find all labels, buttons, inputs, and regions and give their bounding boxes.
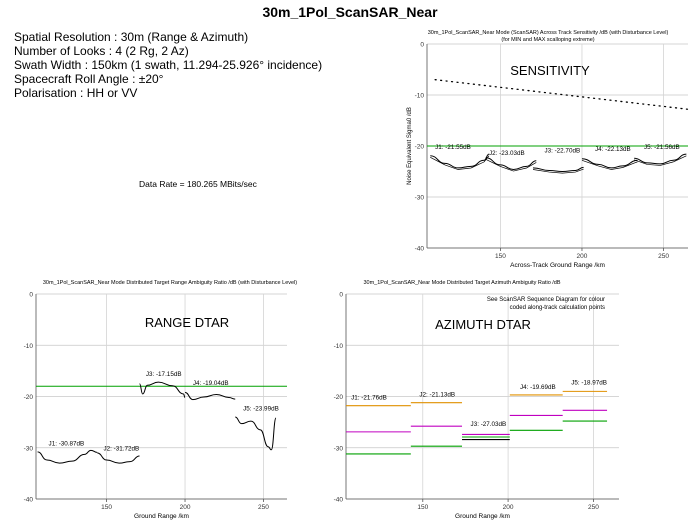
x-axis-label: Ground Range /km [134,513,189,520]
curve-swath-min-4 [581,160,638,170]
chart-note: coded along-track calculation points [510,305,605,311]
curve-swath-4 [184,391,236,401]
x-tick-label: 200 [180,504,191,511]
swath-label: J2: -21.13dB [419,392,455,399]
curve-swath-3 [533,166,584,173]
curve-swath-min-1 [430,155,490,170]
data-rate: Data Rate = 180.265 MBits/sec [139,179,257,189]
swath-label: J1: -21.55dB [435,144,471,151]
curve-swath-2 [485,157,537,170]
curve-swath-1 [37,449,98,464]
y-axis-label: Noise Equivalent Sigma0 /dB [407,107,413,185]
swath-label: J5: -21.56dB [644,144,680,151]
chart-heading: AZIMUTH DTAR [435,317,531,332]
x-tick-label: 200 [577,253,588,260]
noise-level-line [434,79,689,110]
swath-label: J1: -21.76dB [351,395,387,402]
swath-label: J4: -19.04dB [193,380,229,387]
y-tick-label: -20 [24,394,34,401]
y-tick-label: -10 [24,343,34,350]
x-tick-label: 250 [588,504,599,511]
x-tick-label: 150 [101,504,112,511]
param-spatial-resolution: Spatial Resolution : 30m (Range & Azimut… [14,30,249,44]
chart-heading: RANGE DTAR [145,315,229,330]
param-polarisation: Polarisation : HH or VV [14,86,138,100]
curve-swath-1 [430,153,490,169]
x-tick-label: 250 [258,504,269,511]
x-tick-label: 200 [503,504,514,511]
curve-swath-min-3 [532,168,584,174]
chart-note: See ScanSAR Sequence Diagram for colour [487,297,605,303]
y-tick-label: 0 [29,292,33,299]
swath-label: J2: -23.03dB [489,150,525,157]
chart-title: 30m_1Pol_ScanSAR_Near Mode Distributed T… [363,280,560,286]
y-tick-label: -10 [415,93,425,100]
y-tick-label: 0 [420,42,424,49]
y-tick-label: -20 [334,394,344,401]
x-tick-label: 150 [495,253,506,260]
curve-swath-min-5 [634,155,687,166]
swath-label: J5: -23.99dB [243,405,279,412]
param-swath-width: Swath Width : 150km (1 swath, 11.294-25.… [14,58,323,72]
y-tick-label: -40 [415,246,425,253]
curve-swath-2 [97,452,140,464]
swath-label: J3: -17.15dB [146,371,182,378]
chart-heading: SENSITIVITY [510,63,590,78]
y-tick-label: -40 [24,497,34,504]
curve-swath-5 [634,153,687,165]
chart-title: 30m_1Pol_ScanSAR_Near Mode (ScanSAR) Acr… [428,30,669,36]
param-number-of-looks: Number of Looks : 4 (2 Rg, 2 Az) [14,44,189,58]
x-axis-label: Across-Track Ground Range /km [510,262,605,269]
y-tick-label: -30 [415,195,425,202]
page-title: 30m_1Pol_ScanSAR_Near [262,4,438,20]
y-tick-label: -30 [334,445,344,452]
swath-label: J3: -22.70dB [544,148,580,155]
x-axis-label: Ground Range /km [455,513,510,520]
chart-range-dtar: 0 -10 -20 -30 -40 150 200 250 30m_1Pol_ScanSAR_N… [24,280,298,520]
y-tick-label: -20 [415,144,425,151]
mode-parameters: Spatial Resolution : 30m (Range & Azimut… [14,30,322,100]
y-tick-label: -10 [334,343,344,350]
x-tick-label: 150 [417,504,428,511]
y-tick-label: -40 [334,497,344,504]
chart-title: 30m_1Pol_ScanSAR_Near Mode Distributed T… [43,280,297,286]
swath-label: J3: -27.03dB [471,421,507,428]
curve-swath-5 [235,416,277,451]
swath-label: J1: -30.87dB [49,441,85,448]
x-tick-label: 250 [658,253,669,260]
swath-label: J2: -31.72dB [103,445,139,452]
curve-swath-4 [581,158,638,169]
swath-label: J4: -22.13dB [595,146,631,153]
param-roll-angle: Spacecraft Roll Angle : ±20° [14,72,164,86]
swath-label: J5: -18.97dB [571,380,607,387]
y-tick-label: 0 [339,292,343,299]
chart-azimuth-dtar: 0 -10 -20 -30 -40 150 200 250 30m_1Pol_ScanSAR_N… [334,280,619,520]
y-tick-label: -30 [24,445,34,452]
chart-subtitle: (for MIN and MAX scalloping extreme) [501,37,594,43]
curve-swath-min-2 [485,159,537,172]
curve-swath-3 [139,381,186,399]
swath-label: J4: -19.69dB [520,384,556,391]
chart-sensitivity: 0 -10 -20 -30 -40 150 200 250 30m_1Pol_ScanSAR_N… [407,30,689,269]
